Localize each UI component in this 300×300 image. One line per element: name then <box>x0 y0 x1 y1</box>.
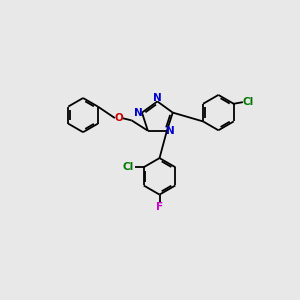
Text: N: N <box>166 126 175 136</box>
Text: N: N <box>153 93 162 103</box>
Text: N: N <box>134 108 143 118</box>
Text: O: O <box>114 113 123 123</box>
Text: F: F <box>156 202 163 212</box>
Text: Cl: Cl <box>123 162 134 172</box>
Text: Cl: Cl <box>242 97 254 107</box>
